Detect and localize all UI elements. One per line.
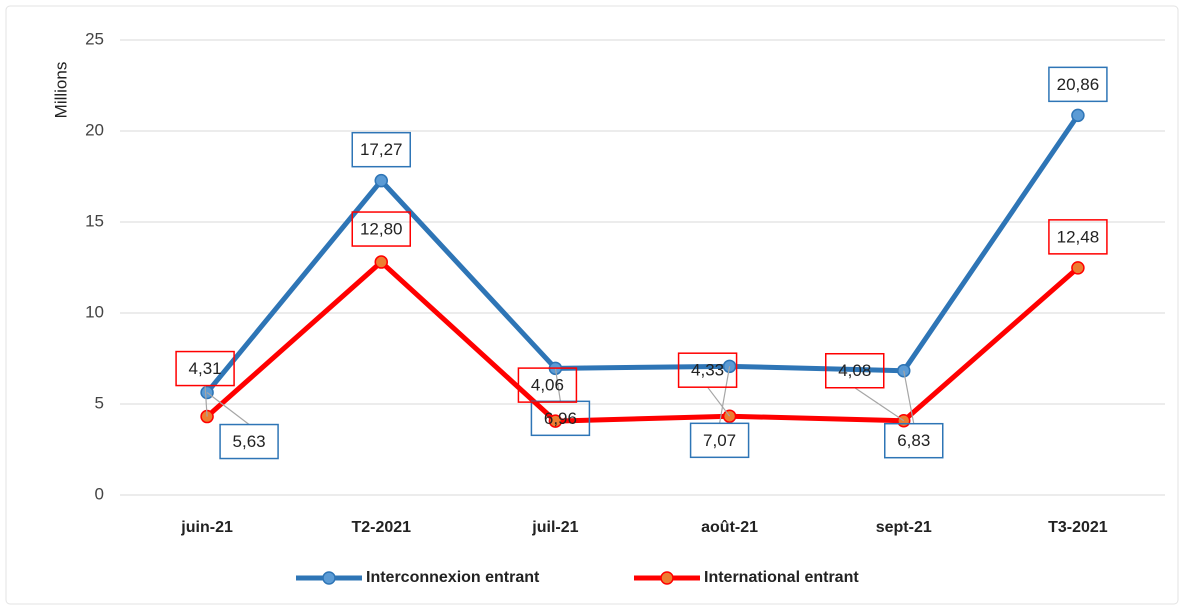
data-label-box	[351, 211, 411, 247]
data-label-box	[689, 422, 750, 459]
x-tick-label: sept-21	[876, 519, 932, 536]
x-tick-label: août-21	[701, 519, 758, 536]
data-label: 5,63	[233, 432, 266, 451]
data-label: 12,80	[360, 220, 403, 239]
data-label-box	[517, 367, 578, 403]
data-label: 4,33	[691, 361, 724, 380]
x-tick-label: juin-21	[180, 519, 233, 536]
y-tick-label: 10	[85, 302, 104, 321]
legend-label: Interconnexion entrant	[366, 569, 540, 586]
leader-line	[707, 386, 731, 417]
data-label-box	[1048, 66, 1108, 103]
data-label: 12,48	[1057, 227, 1100, 246]
data-point	[1071, 108, 1085, 123]
data-label: 20,86	[1057, 75, 1100, 94]
data-label: 17,27	[360, 140, 403, 159]
data-label-box	[884, 422, 944, 459]
data-label-box	[677, 352, 738, 388]
y-tick-label: 5	[95, 393, 104, 412]
leader-line	[718, 366, 731, 424]
data-label-box	[530, 400, 591, 437]
data-label: 6,96	[544, 409, 577, 428]
chart-frame	[5, 5, 1179, 605]
data-label-box	[351, 131, 411, 168]
data-label-box	[825, 352, 885, 389]
data-label: 4,31	[189, 359, 222, 378]
data-point	[548, 414, 563, 428]
data-label-box	[1048, 219, 1108, 255]
data-label: 7,07	[703, 431, 736, 450]
data-label-box	[175, 350, 235, 387]
series-line	[205, 259, 1080, 424]
y-tick-label: 15	[85, 211, 104, 230]
legend-marker	[322, 571, 336, 585]
x-tick-label: juil-21	[531, 519, 578, 536]
data-label: 4,06	[531, 376, 564, 395]
legend-marker	[660, 571, 674, 585]
leader-line	[854, 387, 905, 422]
x-tick-label: T2-2021	[351, 519, 411, 536]
leader-line	[204, 385, 208, 417]
data-point	[374, 173, 388, 188]
y-tick-label: 0	[95, 484, 104, 503]
leader-line	[554, 368, 562, 402]
x-tick-label: T3-2021	[1048, 519, 1108, 536]
data-label: 6,83	[897, 431, 930, 450]
data-point	[374, 255, 388, 269]
leader-line	[903, 370, 915, 424]
y-tick-label: 25	[85, 29, 104, 48]
data-label-box	[219, 423, 279, 460]
y-tick-label: 20	[85, 120, 104, 139]
leader-line	[206, 392, 250, 426]
y-axis-label: Millions	[51, 62, 70, 119]
data-point	[1071, 261, 1085, 275]
legend-label: International entrant	[704, 569, 859, 586]
data-label: 4,08	[838, 361, 871, 380]
